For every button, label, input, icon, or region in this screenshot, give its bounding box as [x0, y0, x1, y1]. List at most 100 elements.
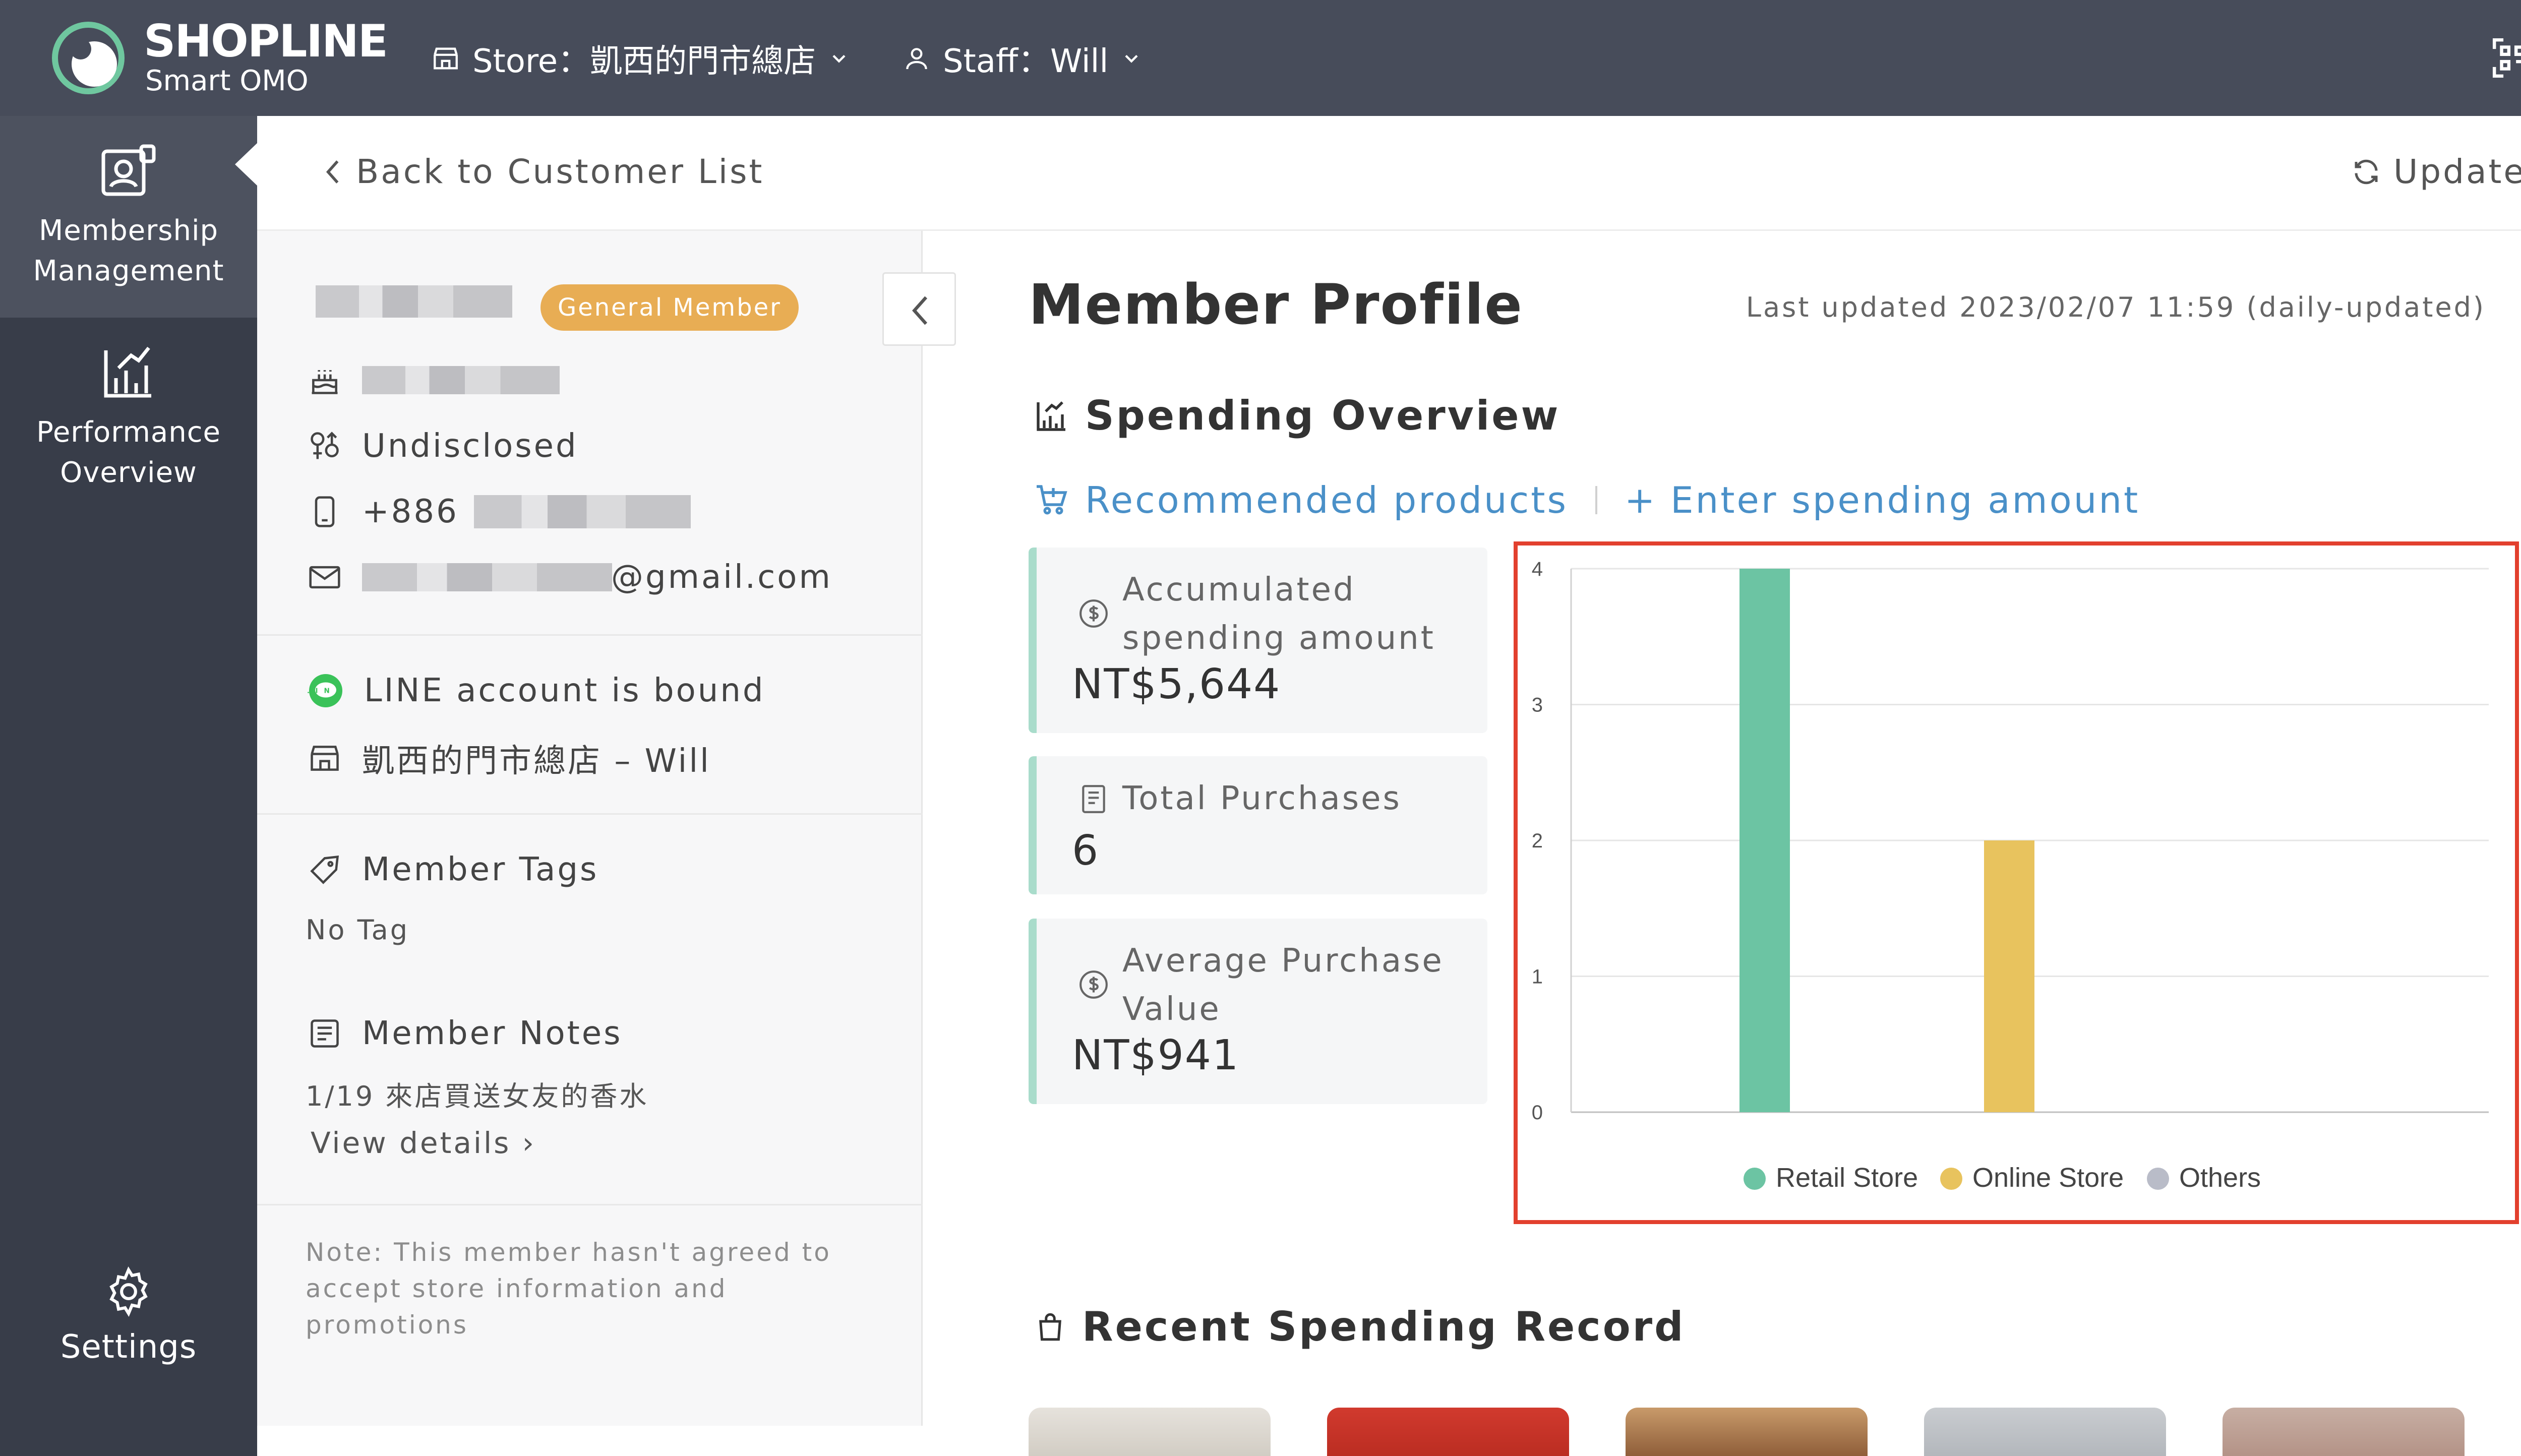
recommended-products-link[interactable]: Recommended products [1085, 479, 1568, 521]
birthday-row [308, 363, 560, 397]
legend-label: Others [2179, 1163, 2261, 1193]
phone-prefix: +886 [362, 493, 459, 530]
birthday-redacted [362, 366, 560, 394]
last-updated: Last updated 2023/02/07 11:59 (daily-upd… [1746, 291, 2486, 323]
scan-icon[interactable] [2491, 36, 2521, 80]
y-tick-label: 1 [1532, 966, 1543, 988]
legend-marker [1744, 1168, 1766, 1190]
nav-active-indicator [235, 142, 258, 187]
phone-icon [315, 496, 335, 527]
brand-name: SHOPLINE [144, 15, 388, 67]
nav-label-performance: Performance Overview [36, 416, 221, 489]
line-status-row: LINE LINE account is bound [308, 672, 765, 709]
consent-note: Note: This member hasn't agreed to accep… [306, 1238, 831, 1340]
stat-value: NT$5,644 [1072, 660, 1281, 708]
staff-selector[interactable]: Staff：Will [903, 35, 1143, 82]
update-button[interactable]: Update [2351, 152, 2521, 191]
staff-label: Staff：Will [943, 43, 1109, 80]
left-nav: Membership Management Performance Overvi… [0, 116, 257, 1456]
legend-marker [1940, 1168, 1962, 1190]
spending-bar-chart: 0 1 2 3 4 Retail Store Online Store Others [1532, 558, 2489, 1193]
member-tags-value: No Tag [306, 914, 410, 946]
stat-card-average-value: Average Purchase Value NT$941 [1029, 919, 1487, 1104]
chevron-left-icon [326, 160, 339, 184]
dollar-icon [1079, 970, 1108, 999]
y-tick-label: 4 [1532, 558, 1543, 580]
email-redacted [362, 563, 612, 591]
recent-spending-title: Recent Spending Record [1082, 1303, 1686, 1350]
member-notes-title: Member Notes [362, 1015, 623, 1052]
product-thumbnail[interactable] [1029, 1408, 1271, 1456]
spending-chart-highlight: 0 1 2 3 4 Retail Store Online Store Others [1514, 541, 2519, 1224]
gear-icon [109, 1266, 148, 1317]
stat-label: Total Purchases [1122, 780, 1402, 817]
product-thumbnail[interactable] [2223, 1408, 2465, 1456]
refresh-icon [2355, 159, 2378, 184]
bag-icon [1039, 1313, 1061, 1341]
product-thumbnail[interactable] [1327, 1408, 1569, 1456]
email-suffix: @gmail.com [611, 559, 832, 596]
product-thumbnail[interactable] [1924, 1408, 2166, 1456]
store-staff-text: 凱西的門市總店 – Will [362, 743, 711, 780]
spending-actions: Recommended products + Enter spending am… [1034, 479, 2140, 521]
update-label: Update [2393, 152, 2521, 191]
nav-item-settings[interactable]: Settings [0, 1265, 257, 1369]
stat-value: 6 [1072, 827, 1100, 875]
line-icon: LINE [308, 674, 344, 707]
cake-icon [312, 370, 338, 394]
back-to-list-link[interactable]: Back to Customer List [323, 152, 764, 191]
nav-label-settings: Settings [60, 1328, 197, 1366]
nav-item-performance[interactable]: Performance Overview [0, 343, 257, 493]
member-name-redacted [316, 285, 512, 318]
header-row: Back to Customer List Update [257, 116, 2521, 231]
member-tags-header: Member Tags [308, 851, 598, 888]
chevron-left-icon [912, 296, 928, 325]
member-tier-badge: General Member [541, 284, 799, 331]
back-label: Back to Customer List [356, 152, 764, 191]
receipt-icon [1082, 785, 1105, 813]
chart-icon [1037, 401, 1065, 431]
member-notes-header: Member Notes [308, 1015, 622, 1052]
store-staff-row: 凱西的門市總店 – Will [308, 735, 711, 781]
gender-value: Undisclosed [362, 428, 578, 465]
chart-icon [104, 346, 151, 398]
view-details-link[interactable]: View details › [311, 1126, 536, 1160]
phone-row: +886 [308, 493, 691, 530]
legend-label: Retail Store [1776, 1163, 1918, 1193]
gender-row: Undisclosed [308, 428, 578, 465]
member-info-panel: General Member Undisclosed +886 @gmail.c… [257, 231, 923, 1426]
email-row: @gmail.com [308, 559, 832, 596]
nav-item-membership[interactable]: Membership Management [0, 116, 257, 318]
chevron-down-icon [832, 54, 846, 63]
cart-icon [1037, 485, 1067, 515]
tag-icon [310, 855, 339, 884]
mail-icon [309, 566, 340, 589]
stat-value: NT$941 [1072, 1032, 1240, 1079]
y-tick-label: 0 [1532, 1102, 1543, 1124]
line-status-text: LINE account is bound [364, 672, 765, 709]
product-thumbnail[interactable] [1626, 1408, 1868, 1456]
bar-retail-store [1739, 569, 1790, 1112]
collapse-panel-button[interactable] [882, 272, 956, 346]
divider [257, 1204, 923, 1205]
brand-subtitle: Smart OMO [145, 65, 309, 97]
store-icon [434, 47, 458, 70]
y-tick-label: 2 [1532, 830, 1543, 852]
y-tick-label: 3 [1532, 694, 1543, 716]
svg-text:LINE: LINE [308, 687, 344, 695]
top-bar: SHOPLINE Smart OMO Store：凱西的門市總店 Staff：W… [0, 0, 2521, 116]
stat-card-accumulated: Accumulated spending amount NT$5,644 [1029, 548, 1487, 733]
shopline-logo-icon [52, 22, 125, 94]
recent-spending-header: Recent Spending Record [1034, 1303, 1685, 1350]
stat-label: Average Purchase Value [1122, 942, 1444, 1028]
user-icon [906, 48, 927, 70]
page-title: Member Profile [1029, 272, 1523, 337]
bar-online-store [1984, 840, 2034, 1112]
enter-spending-link[interactable]: + Enter spending amount [1624, 479, 2140, 521]
link-separator [1595, 486, 1597, 514]
phone-redacted [473, 495, 691, 528]
nav-label-membership: Membership Management [33, 214, 224, 287]
member-card-icon [101, 144, 156, 196]
stat-card-total-purchases: Total Purchases 6 [1029, 756, 1487, 894]
store-selector[interactable]: Store：凱西的門市總店 [431, 35, 850, 82]
